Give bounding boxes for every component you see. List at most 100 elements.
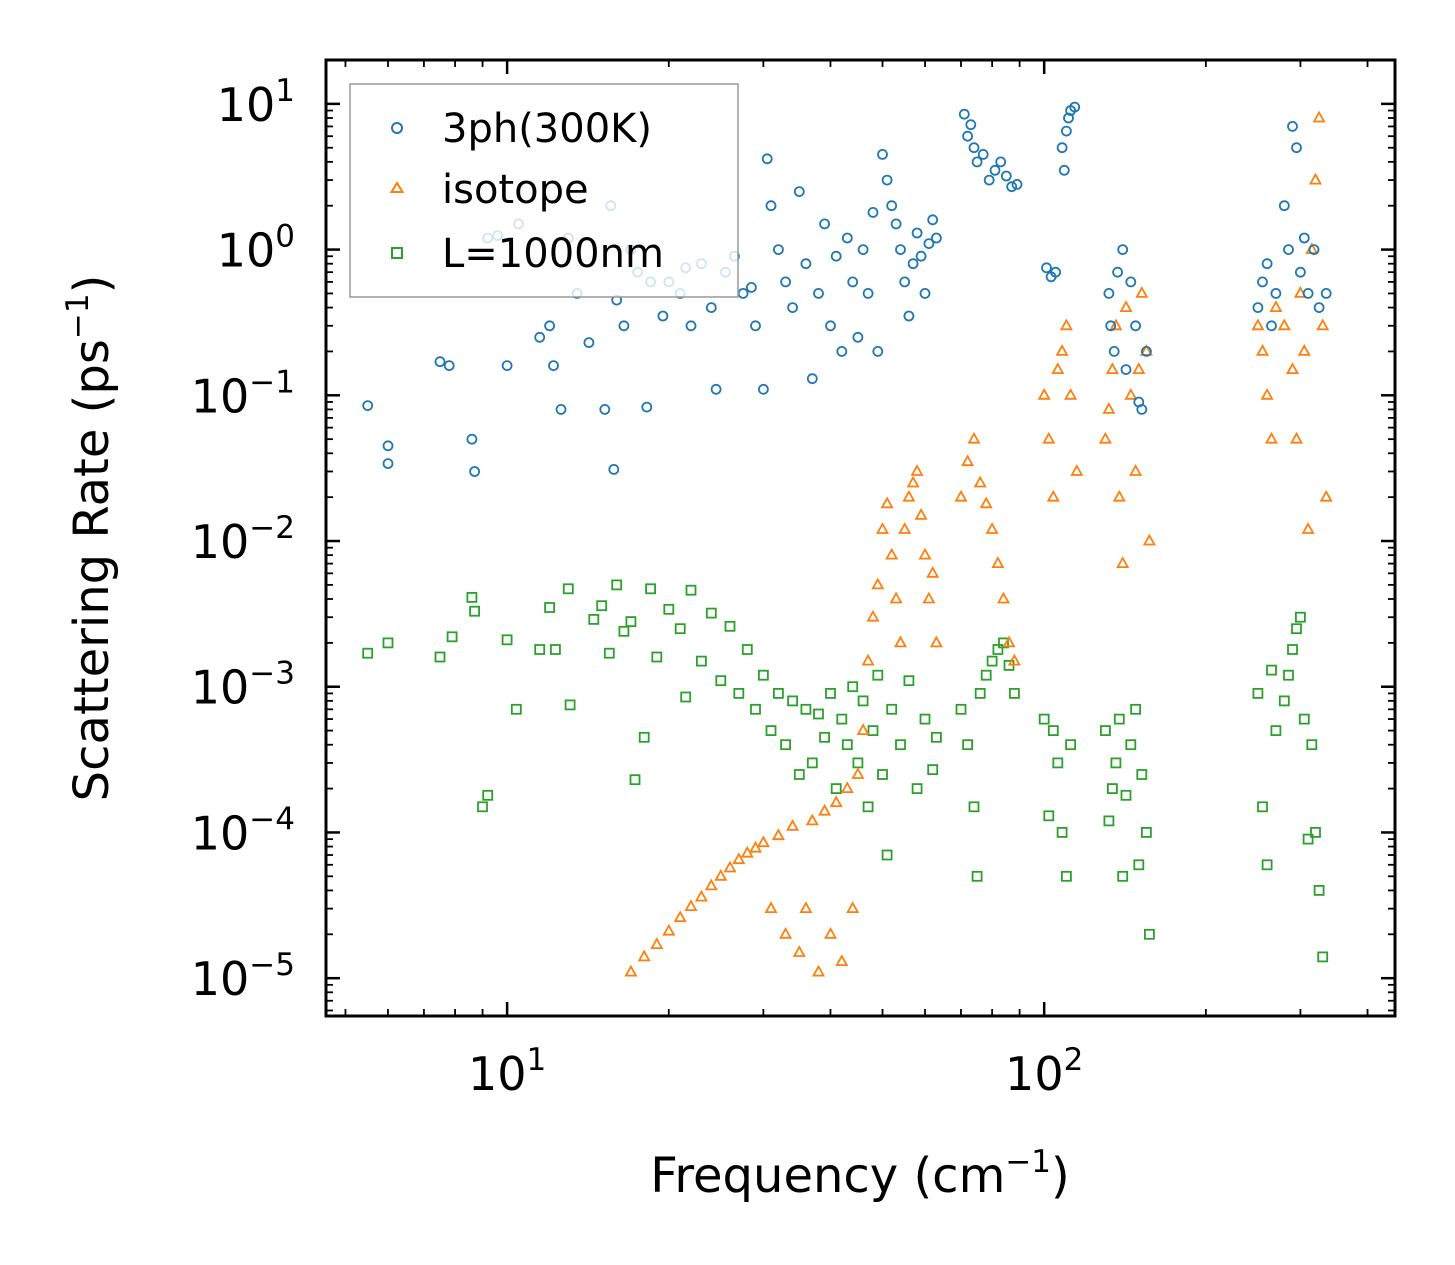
point-3ph-300k bbox=[1320, 287, 1332, 299]
point-3ph-300k bbox=[989, 164, 1001, 176]
point-l-1000nm bbox=[446, 631, 458, 643]
point-isotope bbox=[1297, 344, 1311, 356]
point-l-1000nm bbox=[1144, 928, 1155, 940]
point-isotope bbox=[991, 556, 1005, 568]
point-l-1000nm bbox=[787, 695, 798, 707]
point-l-1000nm bbox=[895, 739, 906, 751]
point-l-1000nm bbox=[1257, 801, 1268, 813]
point-l-1000nm bbox=[830, 783, 842, 794]
point-l-1000nm bbox=[1052, 757, 1064, 769]
point-isotope bbox=[1142, 533, 1156, 546]
point-3ph-300k bbox=[443, 360, 455, 372]
point-isotope bbox=[1124, 387, 1138, 400]
y-tick-base: 10 bbox=[191, 952, 250, 1006]
point-3ph-300k bbox=[1287, 121, 1298, 132]
point-3ph-300k bbox=[862, 287, 874, 299]
point-3ph-300k bbox=[890, 218, 902, 230]
point-isotope bbox=[1098, 431, 1112, 444]
point-3ph-300k bbox=[958, 108, 970, 120]
point-isotope bbox=[961, 454, 975, 467]
point-isotope bbox=[861, 653, 875, 666]
point-isotope bbox=[1277, 318, 1291, 331]
point-isotope bbox=[1059, 318, 1073, 331]
point-isotope bbox=[1119, 300, 1133, 313]
point-3ph-300k bbox=[382, 440, 394, 452]
y-tick-exponent: 1 bbox=[275, 73, 295, 109]
point-3ph-300k bbox=[965, 119, 977, 131]
point-isotope bbox=[835, 954, 849, 966]
point-3ph-300k bbox=[983, 174, 995, 186]
point-3ph-300k bbox=[583, 337, 595, 349]
point-l-1000nm bbox=[1295, 611, 1306, 623]
point-isotope bbox=[624, 964, 638, 977]
point-l-1000nm bbox=[1120, 789, 1132, 801]
point-l-1000nm bbox=[645, 583, 656, 595]
point-l-1000nm bbox=[618, 625, 630, 637]
point-isotope bbox=[1105, 362, 1119, 375]
y-tick-base: 10 bbox=[191, 515, 250, 569]
point-isotope bbox=[1070, 464, 1084, 476]
point-l-1000nm bbox=[362, 647, 374, 659]
point-isotope bbox=[1264, 431, 1279, 444]
point-l-1000nm bbox=[825, 688, 836, 699]
point-isotope bbox=[1112, 489, 1126, 502]
point-l-1000nm bbox=[1310, 827, 1321, 838]
point-l-1000nm bbox=[903, 675, 915, 687]
point-3ph-300k bbox=[787, 302, 798, 314]
x-tick-label: 102 bbox=[1005, 1042, 1083, 1101]
point-l-1000nm bbox=[1291, 623, 1302, 635]
point-3ph-300k bbox=[923, 238, 935, 250]
y-axis-label-exponent: −1 bbox=[60, 293, 96, 339]
point-l-1000nm bbox=[1313, 885, 1325, 896]
y-tick-label: 10−5 bbox=[191, 947, 295, 1006]
point-l-1000nm bbox=[813, 708, 824, 720]
y-axis-label: Scattering Rate (ps−1) bbox=[60, 275, 120, 802]
point-3ph-300k bbox=[608, 463, 620, 475]
point-l-1000nm bbox=[1278, 695, 1290, 707]
legend: 3ph(300K) isotope L=1000nm bbox=[349, 83, 739, 298]
point-l-1000nm bbox=[819, 731, 830, 743]
point-l-1000nm bbox=[881, 849, 893, 861]
point-3ph-300k bbox=[1283, 244, 1294, 256]
point-isotope bbox=[846, 901, 860, 913]
y-tick-label: 10−3 bbox=[191, 656, 295, 715]
point-l-1000nm bbox=[1133, 859, 1145, 871]
point-isotope bbox=[922, 591, 936, 604]
point-3ph-300k bbox=[1105, 320, 1117, 332]
point-3ph-300k bbox=[1006, 181, 1018, 193]
point-l-1000nm bbox=[877, 769, 888, 780]
y-tick-label: 100 bbox=[217, 219, 295, 278]
point-l-1000nm bbox=[862, 801, 874, 813]
legend-marker-isotope bbox=[389, 181, 405, 193]
x-axis-label: Frequency (cm−1) bbox=[650, 1144, 1070, 1204]
point-l-1000nm bbox=[625, 616, 637, 627]
point-l-1000nm bbox=[1270, 725, 1282, 736]
point-isotope bbox=[823, 926, 838, 939]
point-3ph-300k bbox=[1302, 287, 1314, 299]
point-3ph-300k bbox=[1108, 345, 1120, 357]
point-l-1000nm bbox=[1110, 757, 1122, 769]
point-isotope bbox=[985, 522, 999, 534]
y-tick-label: 10−4 bbox=[191, 801, 295, 860]
point-l-1000nm bbox=[793, 769, 805, 780]
x-axis-label-exponent: −1 bbox=[1005, 1144, 1051, 1180]
point-l-1000nm bbox=[773, 688, 784, 699]
point-isotope bbox=[954, 489, 968, 502]
point-l-1000nm bbox=[919, 713, 931, 725]
point-3ph-300k bbox=[765, 200, 777, 212]
point-l-1000nm bbox=[510, 703, 522, 715]
point-3ph-300k bbox=[1278, 200, 1290, 212]
point-3ph-300k bbox=[1136, 403, 1148, 415]
point-l-1000nm bbox=[986, 655, 998, 667]
y-axis-label-text: Scattering Rate (ps bbox=[64, 339, 120, 801]
point-l-1000nm bbox=[544, 602, 555, 613]
point-3ph-300k bbox=[1112, 266, 1123, 278]
point-3ph-300k bbox=[927, 214, 939, 226]
point-isotope bbox=[764, 901, 778, 913]
point-3ph-300k bbox=[819, 218, 830, 230]
point-l-1000nm bbox=[1283, 669, 1294, 681]
points-layer bbox=[362, 101, 1333, 977]
point-3ph-300k bbox=[895, 244, 906, 256]
